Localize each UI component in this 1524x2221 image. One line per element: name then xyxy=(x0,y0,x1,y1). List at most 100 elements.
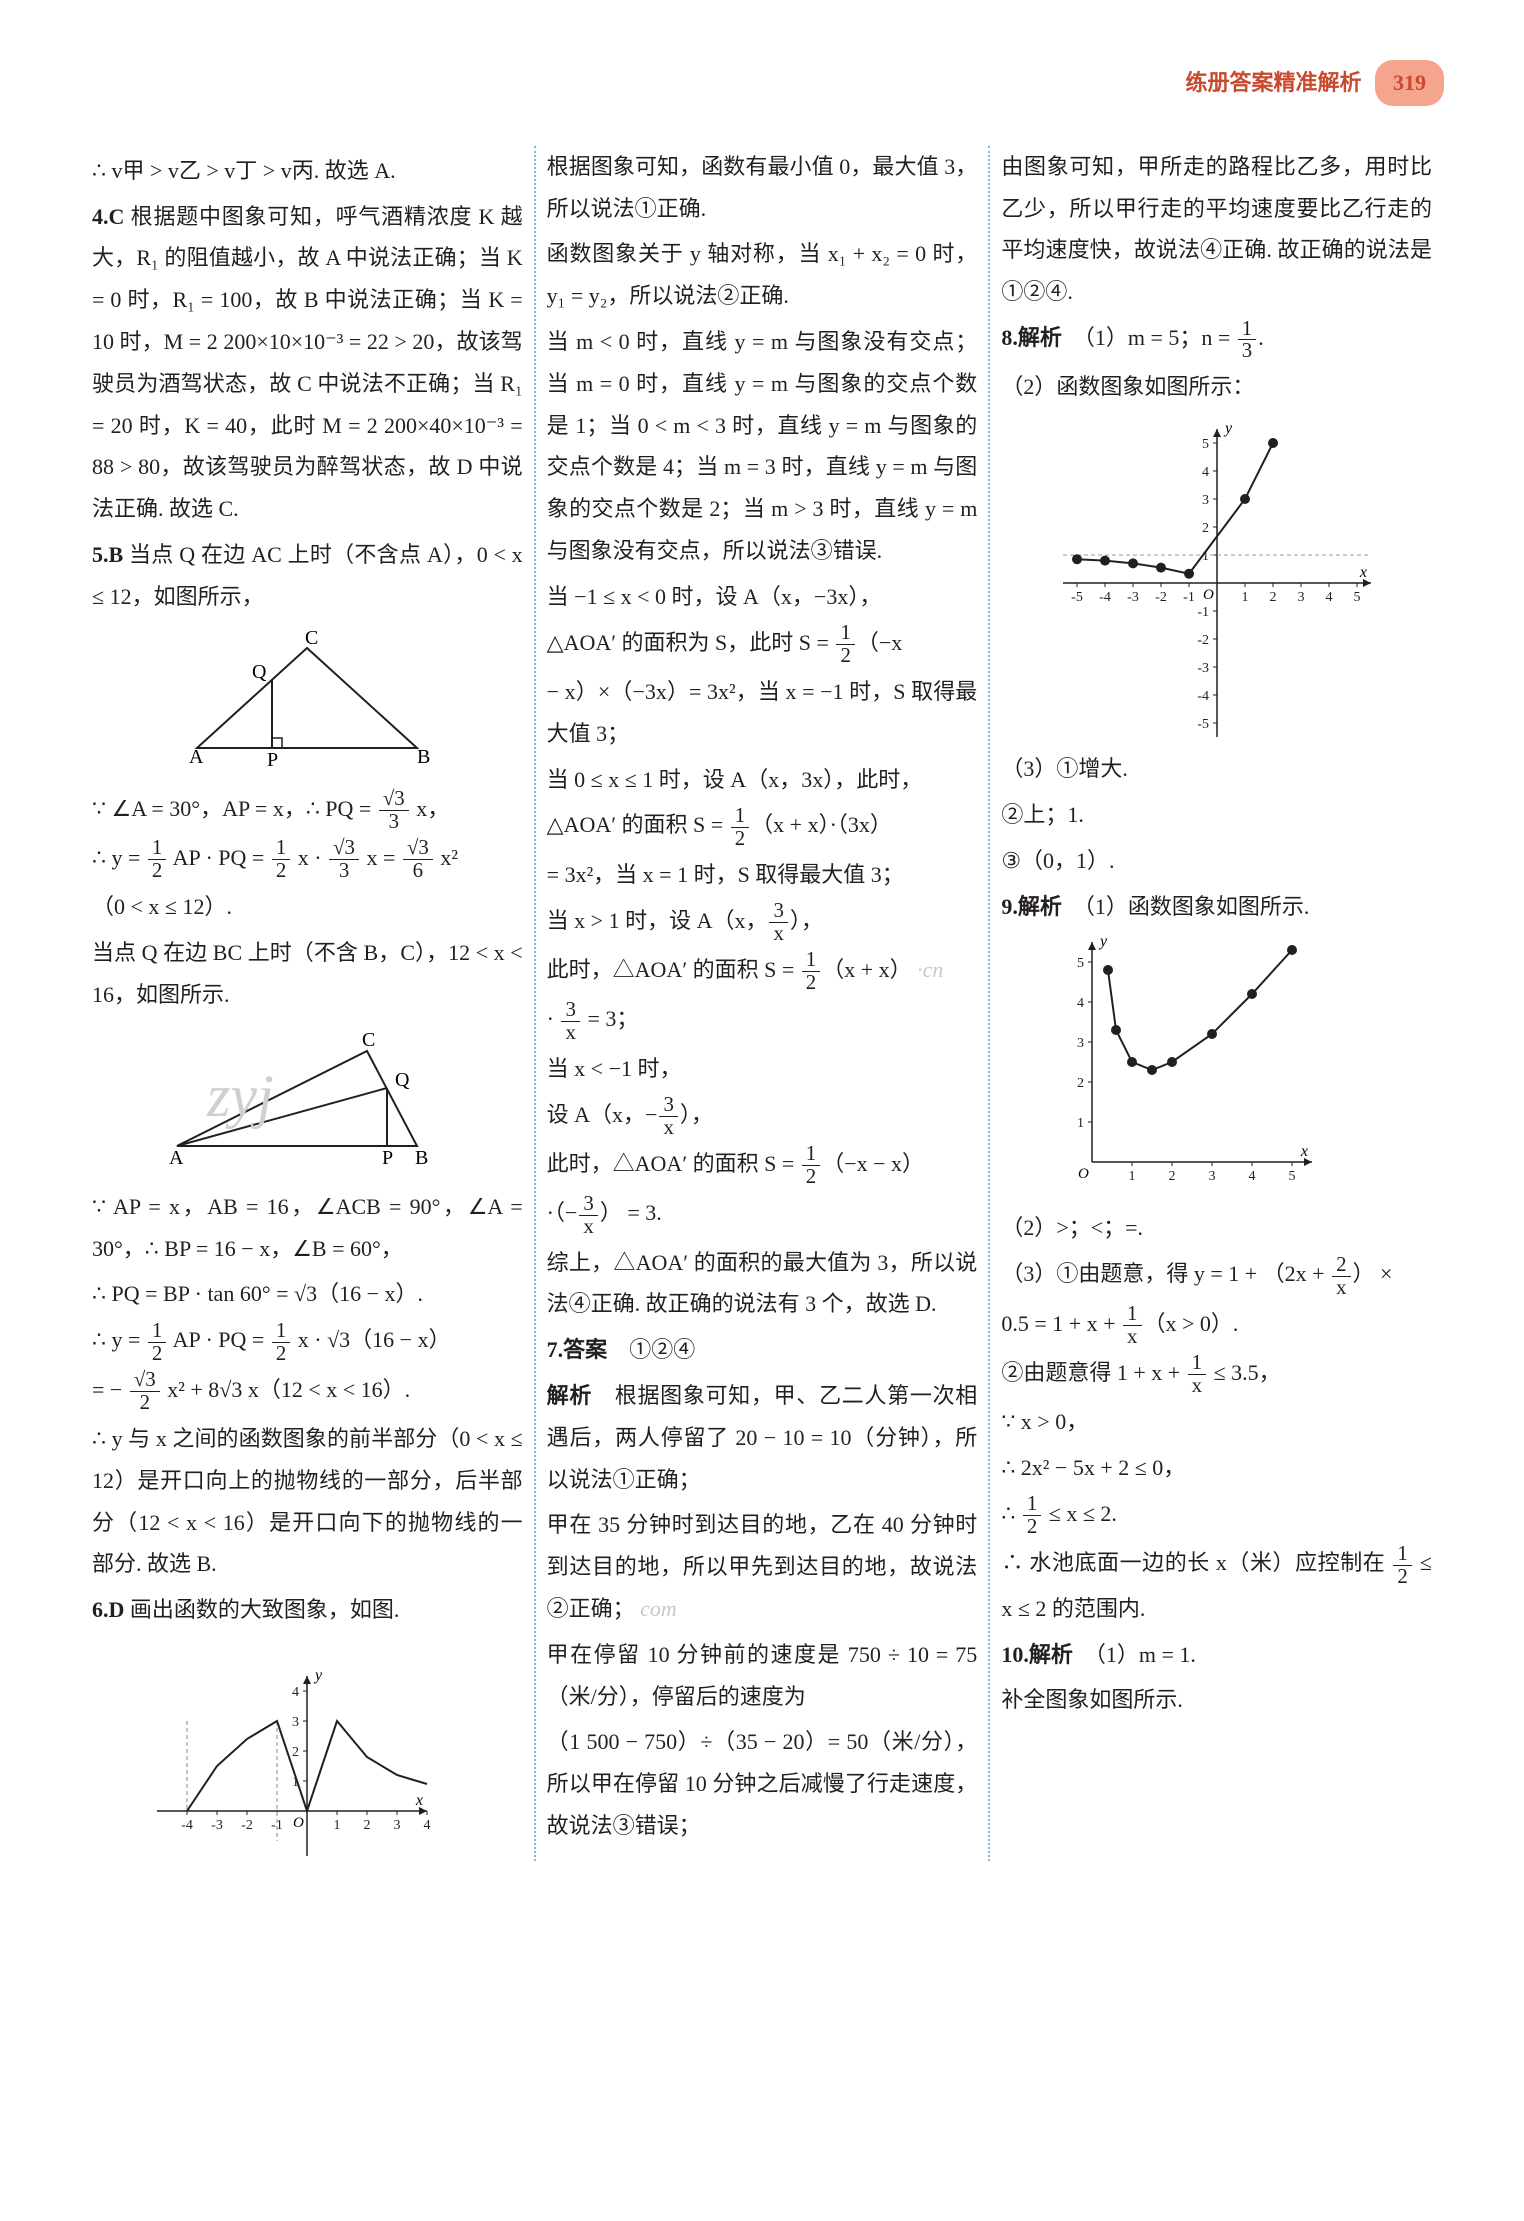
svg-text:A: A xyxy=(169,1147,184,1169)
math-line: 此时，△AOA′ 的面积 S = 12（x + x） ·cn xyxy=(547,949,978,994)
question-8: 8.解析 （1）m = 5；n = 13. xyxy=(1001,317,1432,362)
svg-text:5: 5 xyxy=(1202,437,1209,452)
svg-text:-3: -3 xyxy=(211,1818,223,1833)
text-line: ∴ v甲 > v乙 > v丁 > v丙. 故选 A. xyxy=(92,150,523,192)
text-line: 当 m < 0 时，直线 y = m 与图象没有交点；当 m = 0 时，直线 … xyxy=(547,321,978,572)
text-line: 补全图象如图所示. xyxy=(1001,1679,1432,1721)
function-chart-9: 1234512345xyO xyxy=(1057,937,1377,1197)
svg-text:4: 4 xyxy=(1325,590,1332,605)
svg-text:-3: -3 xyxy=(1197,661,1209,676)
label-a: A xyxy=(189,746,204,768)
math-line: ∴ 12 ≤ x ≤ 2. xyxy=(1001,1493,1432,1538)
svg-text:3: 3 xyxy=(1077,1036,1084,1051)
svg-text:-2: -2 xyxy=(241,1818,253,1833)
svg-text:1: 1 xyxy=(1241,590,1248,605)
triangle-diagram-2: A B C P Q zyj xyxy=(157,1026,457,1176)
svg-text:4: 4 xyxy=(1202,465,1209,480)
content-columns: ∴ v甲 > v乙 > v丁 > v丙. 故选 A. 4.C 根据题中图象可知，… xyxy=(80,146,1444,1861)
svg-text:O: O xyxy=(1203,587,1214,603)
math-line: 0.5 = 1 + x + 1x（x > 0）. xyxy=(1001,1303,1432,1348)
text-line: 当 −1 ≤ x < 0 时，设 A（x，−3x）， xyxy=(547,576,978,618)
svg-text:-1: -1 xyxy=(1197,605,1209,620)
math-line: ·（−3x） = 3. xyxy=(547,1192,978,1237)
item-number: 4. xyxy=(92,204,109,229)
math-line: 设 A（x，−3x）， xyxy=(547,1094,978,1139)
label-c: C xyxy=(305,628,318,649)
svg-text:1: 1 xyxy=(334,1818,341,1833)
svg-text:x: x xyxy=(1300,1143,1308,1160)
text-line: 综上，△AOA′ 的面积的最大值为 3，所以说法④正确. 故正确的说法有 3 个… xyxy=(547,1242,978,1326)
svg-text:-5: -5 xyxy=(1071,590,1083,605)
text-line: ∵ x > 0， xyxy=(1001,1401,1432,1443)
svg-text:3: 3 xyxy=(1202,493,1209,508)
svg-text:-3: -3 xyxy=(1127,590,1139,605)
svg-text:-1: -1 xyxy=(1183,590,1195,605)
svg-text:3: 3 xyxy=(292,1715,299,1730)
triangle-diagram-1: A B C P Q xyxy=(177,628,437,778)
question-5-head: 5.B 当点 Q 在边 AC 上时（不含点 A），0 < x ≤ 12，如图所示… xyxy=(92,534,523,618)
function-chart-6: -4-3-2-112341234xyO xyxy=(142,1641,472,1861)
svg-text:P: P xyxy=(382,1147,393,1169)
text-line: ③（0，1）. xyxy=(1001,840,1432,882)
math-line: = − √32 x² + 8√3 x（12 < x < 16）. xyxy=(92,1369,523,1414)
svg-text:4: 4 xyxy=(1077,996,1084,1011)
text-line: 函数图象关于 y 轴对称，当 x₁ + x₂ = 0 时，y₁ = y₂，所以说… xyxy=(547,233,978,317)
math-line: · 3x = 3； xyxy=(547,998,978,1043)
answer-letter: C xyxy=(109,204,125,229)
svg-text:y: y xyxy=(313,1667,323,1684)
text-line: ∴ PQ = BP · tan 60° = √3（16 − x）. xyxy=(92,1273,523,1315)
function-chart-8: -5-4-3-2-112345-5-4-3-2-112345xyO xyxy=(1037,418,1397,738)
svg-text:1: 1 xyxy=(1128,1169,1135,1184)
math-line: ∴ 水池底面一边的长 x（米）应控制在 12 ≤ x ≤ 2 的范围内. xyxy=(1001,1542,1432,1629)
math-line: △AOA′ 的面积 S = 12（x + x）·（3x） xyxy=(547,804,978,849)
body-text: 根据题中图象可知，呼气酒精浓度 K 越大，R₁ 的阻值越小，故 A 中说法正确；… xyxy=(92,204,523,522)
svg-text:x: x xyxy=(415,1792,423,1809)
question-6-head: 6.D 画出函数的大致图象，如图. xyxy=(92,1589,523,1631)
svg-text:-4: -4 xyxy=(181,1818,193,1833)
svg-text:y: y xyxy=(1098,937,1108,950)
svg-text:x: x xyxy=(1359,564,1367,581)
text-line: 甲在停留 10 分钟前的速度是 750 ÷ 10 = 75（米/分），停留后的速… xyxy=(547,1634,978,1718)
svg-text:2: 2 xyxy=(1269,590,1276,605)
page-number-badge: 319 xyxy=(1375,60,1444,106)
question-10: 10.解析 （1）m = 1. xyxy=(1001,1634,1432,1676)
math-line: 此时，△AOA′ 的面积 S = 12（−x − x） xyxy=(547,1143,978,1188)
text-line: （2）函数图象如图所示： xyxy=(1001,366,1432,408)
text-line: （2）>；<；=. xyxy=(1001,1207,1432,1249)
question-7: 7.答案 ①②④ xyxy=(547,1329,978,1371)
text-line: （3）①增大. xyxy=(1001,748,1432,790)
item-number: 5. xyxy=(92,542,109,567)
math-line: ∴ y = 12 AP · PQ = 12 x · √3（16 − x） xyxy=(92,1319,523,1364)
text-line: 当 x < −1 时， xyxy=(547,1048,978,1090)
svg-text:2: 2 xyxy=(1077,1076,1084,1091)
text-line: 当 0 ≤ x ≤ 1 时，设 A（x，3x），此时， xyxy=(547,759,978,801)
svg-text:-5: -5 xyxy=(1197,717,1209,732)
text-line: （0 < x ≤ 12）. xyxy=(92,886,523,928)
svg-text:B: B xyxy=(415,1147,428,1169)
watermark: ·cn xyxy=(917,957,943,982)
svg-text:3: 3 xyxy=(1208,1169,1215,1184)
svg-text:2: 2 xyxy=(292,1745,299,1760)
math-line: ∵ ∠A = 30°，AP = x，∴ PQ = √33 x， xyxy=(92,788,523,833)
svg-text:1: 1 xyxy=(1077,1116,1084,1131)
watermark: zyj xyxy=(206,1063,274,1129)
svg-text:4: 4 xyxy=(1248,1169,1255,1184)
text-line: 解析 根据图象可知，甲、乙二人第一次相遇后，两人停留了 20 − 10 = 10… xyxy=(547,1375,978,1500)
text-line: ∴ y 与 x 之间的函数图象的前半部分（0 < x ≤ 12）是开口向上的抛物… xyxy=(92,1418,523,1585)
math-line: ②由题意得 1 + x + 1x ≤ 3.5， xyxy=(1001,1352,1432,1397)
svg-text:Q: Q xyxy=(395,1069,410,1091)
label-p: P xyxy=(267,749,278,771)
text-line: 由图象可知，甲所走的路程比乙多，用时比乙少，所以甲行走的平均速度要比乙行走的平均… xyxy=(1001,146,1432,313)
page-header: 练册答案精准解析 319 xyxy=(80,60,1444,106)
body-text: 当点 Q 在边 AC 上时（不含点 A），0 < x ≤ 12，如图所示， xyxy=(92,542,523,609)
math-line: （3）①由题意，得 y = 1 + （2x + 2x） × xyxy=(1001,1253,1432,1298)
svg-text:-4: -4 xyxy=(1197,689,1209,704)
question-4: 4.C 根据题中图象可知，呼气酒精浓度 K 越大，R₁ 的阻值越小，故 A 中说… xyxy=(92,196,523,530)
svg-text:-2: -2 xyxy=(1155,590,1167,605)
math-line: △AOA′ 的面积为 S，此时 S = 12（−x xyxy=(547,622,978,667)
svg-text:C: C xyxy=(362,1029,375,1051)
header-title: 练册答案精准解析 xyxy=(1185,70,1361,95)
svg-text:O: O xyxy=(1078,1166,1089,1182)
svg-text:2: 2 xyxy=(1168,1169,1175,1184)
svg-text:5: 5 xyxy=(1353,590,1360,605)
